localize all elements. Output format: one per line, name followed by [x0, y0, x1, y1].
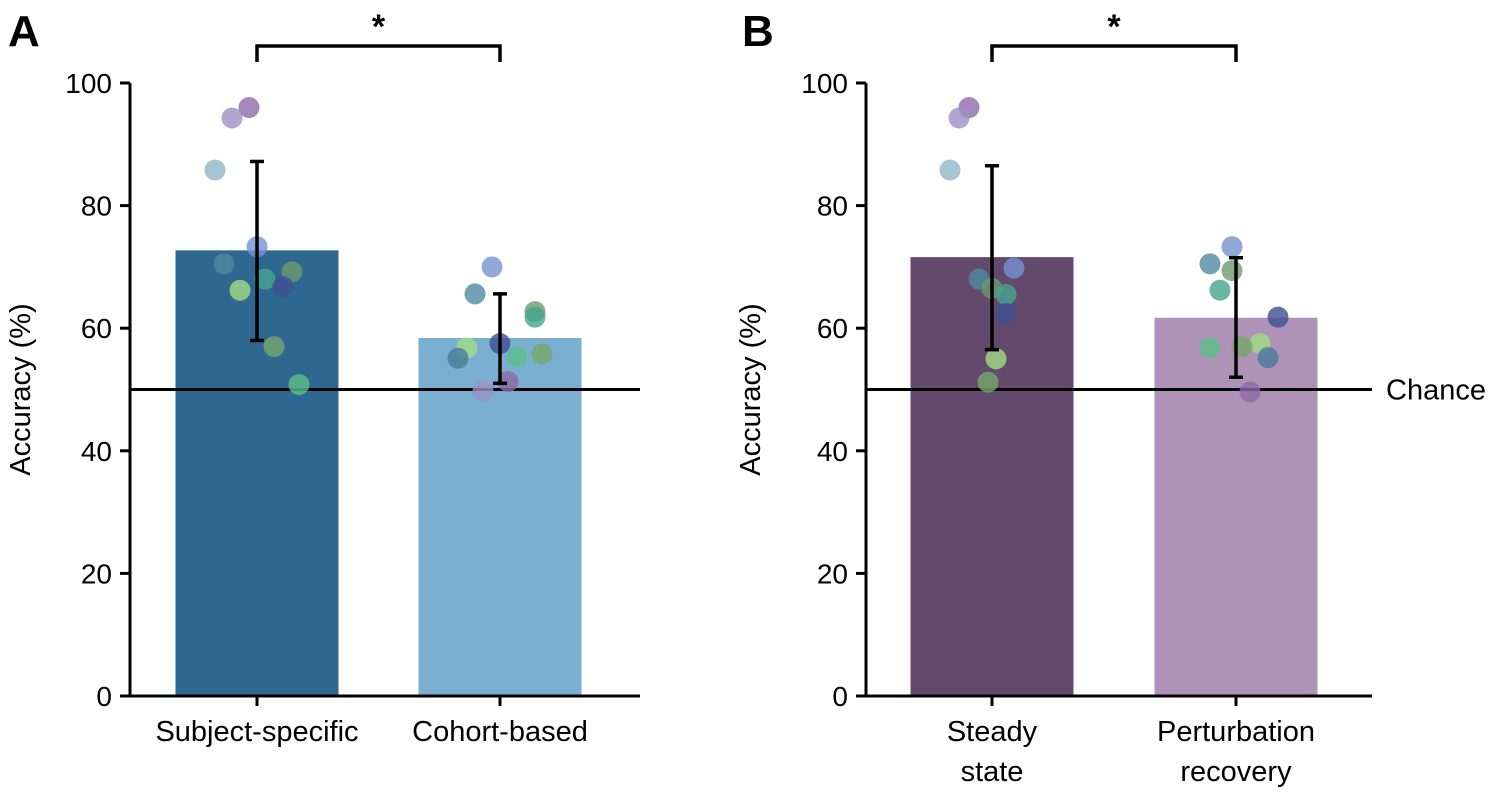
- significance-bracket: [990, 44, 1238, 62]
- x-tick-label: Perturbation recovery: [1157, 716, 1315, 788]
- data-point: [213, 253, 235, 275]
- data-point: [288, 374, 310, 396]
- y-tick-label: 40: [817, 436, 848, 467]
- data-point: [939, 159, 961, 181]
- data-point: [229, 279, 251, 301]
- y-tick-label: 20: [817, 558, 848, 589]
- error-bar: [493, 292, 507, 386]
- data-point: [1221, 260, 1243, 282]
- error-bar: [1229, 255, 1243, 379]
- x-tick-label: Steady state: [947, 716, 1038, 788]
- data-point: [1003, 257, 1025, 279]
- y-tick-label: 60: [81, 313, 112, 344]
- data-point: [531, 343, 553, 365]
- data-point: [995, 283, 1017, 305]
- y-tick-label: 20: [81, 558, 112, 589]
- data-point: [977, 371, 999, 393]
- data-point: [238, 97, 260, 119]
- data-point: [464, 283, 486, 305]
- data-point: [1257, 347, 1279, 369]
- data-point: [221, 107, 243, 129]
- bar: [418, 338, 582, 696]
- y-tick-label: 40: [81, 436, 112, 467]
- bar: [1154, 317, 1318, 696]
- y-tick-label: 100: [801, 68, 848, 99]
- data-point: [481, 256, 503, 278]
- panel-label: A: [8, 7, 40, 56]
- data-point: [1239, 381, 1261, 403]
- y-tick-label: 100: [65, 68, 112, 99]
- data-point: [204, 159, 226, 181]
- data-point: [1199, 337, 1221, 359]
- data-point: [254, 268, 276, 290]
- panel-label: B: [742, 7, 774, 56]
- y-tick-label: 60: [817, 313, 848, 344]
- data-point: [1199, 253, 1221, 275]
- panel-a: 0 20 40 60 80 100 Subject-specific Cohort-based…: [5, 7, 640, 748]
- significance-marker: *: [1107, 8, 1121, 46]
- data-point: [1221, 236, 1243, 258]
- data-point: [263, 336, 285, 358]
- data-point: [497, 371, 519, 393]
- data-point: [447, 347, 469, 369]
- error-bar: [250, 159, 264, 343]
- data-point: [985, 348, 1007, 370]
- y-tick-label: 80: [817, 191, 848, 222]
- y-axis-title: Accuracy (%): [735, 303, 767, 475]
- y-axis-title: Accuracy (%): [5, 303, 37, 475]
- y-tick-label: 80: [81, 191, 112, 222]
- data-point: [995, 302, 1017, 324]
- chance-label: Chance: [1386, 375, 1486, 407]
- data-point: [524, 306, 546, 328]
- significance-marker: *: [372, 8, 386, 46]
- data-point: [1267, 306, 1289, 328]
- y-tick-label: 0: [96, 681, 112, 712]
- x-tick-label: Subject-specific: [155, 716, 358, 748]
- data-point: [272, 276, 294, 298]
- data-point: [472, 380, 494, 402]
- x-tick-label: Cohort-based: [412, 716, 588, 748]
- panel-b: Chance 0 20 40 60 80 100 Steady state Perturbatio…: [735, 7, 1486, 788]
- y-tick-label: 0: [832, 681, 848, 712]
- data-point: [1209, 279, 1231, 301]
- error-bar: [985, 164, 999, 352]
- significance-bracket: [255, 44, 502, 62]
- data-point: [506, 346, 528, 368]
- data-point: [948, 107, 970, 129]
